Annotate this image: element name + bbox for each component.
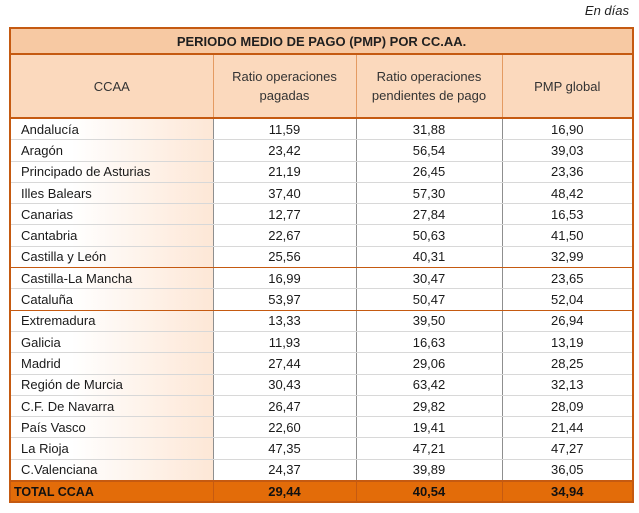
pmp-global-cell: 39,03 bbox=[502, 139, 635, 162]
column-header-ratio-pagadas: Ratio operaciones pagadas bbox=[212, 53, 357, 119]
ratio-pendientes-cell: 50,63 bbox=[356, 224, 503, 247]
region-name-cell: Cataluña bbox=[9, 288, 214, 311]
table-row: Andalucía 11,59 31,88 16,90 bbox=[9, 118, 635, 141]
region-name-cell: Principado de Asturias bbox=[9, 161, 214, 183]
ratio-pendientes-cell: 30,47 bbox=[356, 267, 503, 290]
total-label: TOTAL CCAA bbox=[9, 480, 214, 504]
ratio-pagadas-cell: 16,99 bbox=[213, 267, 357, 290]
table-row: Extremadura 13,33 39,50 26,94 bbox=[9, 310, 635, 332]
ratio-pendientes-cell: 29,06 bbox=[356, 352, 503, 375]
pmp-global-cell: 16,90 bbox=[502, 118, 635, 141]
ratio-pendientes-cell: 16,63 bbox=[356, 331, 503, 354]
ratio-pendientes-cell: 29,82 bbox=[356, 395, 503, 418]
table-title: PERIODO MEDIO DE PAGO (PMP) POR CC.AA. bbox=[8, 27, 635, 55]
region-name-cell: Extremadura bbox=[9, 310, 214, 332]
pmp-table-container: PERIODO MEDIO DE PAGO (PMP) POR CC.AA. C… bbox=[8, 27, 635, 504]
table-row: Madrid 27,44 29,06 28,25 bbox=[9, 352, 635, 375]
ratio-pagadas-cell: 22,60 bbox=[213, 416, 357, 439]
table-row: País Vasco 22,60 19,41 21,44 bbox=[9, 416, 635, 439]
region-name-cell: Illes Balears bbox=[9, 182, 214, 205]
ratio-pagadas-cell: 27,44 bbox=[213, 352, 357, 375]
unit-note: En días bbox=[584, 3, 629, 18]
pmp-global-cell: 48,42 bbox=[502, 182, 635, 205]
region-name-cell: País Vasco bbox=[9, 416, 214, 439]
region-name-cell: Región de Murcia bbox=[9, 374, 214, 396]
region-name-cell: C.Valenciana bbox=[9, 459, 214, 482]
region-name-cell: Madrid bbox=[9, 352, 214, 375]
ratio-pendientes-cell: 39,50 bbox=[356, 310, 503, 332]
ratio-pendientes-cell: 31,88 bbox=[356, 118, 503, 141]
pmp-global-cell: 23,65 bbox=[502, 267, 635, 290]
ratio-pendientes-cell: 50,47 bbox=[356, 288, 503, 311]
region-name-cell: Aragón bbox=[9, 139, 214, 162]
ratio-pagadas-cell: 47,35 bbox=[213, 437, 357, 460]
table-row: Región de Murcia 30,43 63,42 32,13 bbox=[9, 374, 635, 396]
ratio-pendientes-cell: 39,89 bbox=[356, 459, 503, 482]
region-name-cell: Cantabria bbox=[9, 224, 214, 247]
ratio-pendientes-cell: 63,42 bbox=[356, 374, 503, 396]
ratio-pendientes-cell: 19,41 bbox=[356, 416, 503, 439]
ratio-pagadas-cell: 21,19 bbox=[213, 161, 357, 183]
table-row: Canarias 12,77 27,84 16,53 bbox=[9, 203, 635, 226]
region-name-cell: Galicia bbox=[9, 331, 214, 354]
ratio-pendientes-cell: 40,31 bbox=[356, 246, 503, 269]
pmp-global-cell: 26,94 bbox=[502, 310, 635, 332]
ratio-pagadas-cell: 53,97 bbox=[213, 288, 357, 311]
table-row: Illes Balears 37,40 57,30 48,42 bbox=[9, 182, 635, 205]
table-body: Andalucía 11,59 31,88 16,90 Aragón 23,42 56,54… bbox=[9, 118, 635, 482]
region-name-cell: Castilla y León bbox=[9, 246, 214, 269]
table-row: Castilla-La Mancha 16,99 30,47 23,65 bbox=[9, 267, 635, 290]
table-row: Cataluña 53,97 50,47 52,04 bbox=[9, 288, 635, 311]
pmp-global-cell: 28,09 bbox=[502, 395, 635, 418]
region-name-cell: La Rioja bbox=[9, 437, 214, 460]
ratio-pagadas-cell: 26,47 bbox=[213, 395, 357, 418]
ratio-pendientes-cell: 47,21 bbox=[356, 437, 503, 460]
pmp-global-cell: 21,44 bbox=[502, 416, 635, 439]
table-row: Principado de Asturias 21,19 26,45 23,36 bbox=[9, 161, 635, 183]
ratio-pagadas-cell: 11,59 bbox=[213, 118, 357, 141]
ratio-pagadas-cell: 12,77 bbox=[213, 203, 357, 226]
pmp-global-cell: 41,50 bbox=[502, 224, 635, 247]
total-ratio-pagadas: 29,44 bbox=[213, 480, 357, 504]
pmp-table: PERIODO MEDIO DE PAGO (PMP) POR CC.AA. C… bbox=[8, 27, 635, 504]
table-row: Aragón 23,42 56,54 39,03 bbox=[9, 139, 635, 162]
total-row: TOTAL CCAA 29,44 40,54 34,94 bbox=[9, 480, 635, 504]
ratio-pagadas-cell: 13,33 bbox=[213, 310, 357, 332]
pmp-global-cell: 52,04 bbox=[502, 288, 635, 311]
table-row: Cantabria 22,67 50,63 41,50 bbox=[9, 224, 635, 247]
table-row: Castilla y León 25,56 40,31 32,99 bbox=[9, 246, 635, 269]
pmp-global-cell: 23,36 bbox=[502, 161, 635, 183]
pmp-global-cell: 16,53 bbox=[502, 203, 635, 226]
ratio-pagadas-cell: 24,37 bbox=[213, 459, 357, 482]
table-row: C.F. De Navarra 26,47 29,82 28,09 bbox=[9, 395, 635, 418]
ratio-pagadas-cell: 22,67 bbox=[213, 224, 357, 247]
total-ratio-pendientes: 40,54 bbox=[356, 480, 503, 504]
pmp-global-cell: 28,25 bbox=[502, 352, 635, 375]
pmp-global-cell: 32,99 bbox=[502, 246, 635, 269]
ratio-pendientes-cell: 56,54 bbox=[356, 139, 503, 162]
table-row: La Rioja 47,35 47,21 47,27 bbox=[9, 437, 635, 460]
ratio-pendientes-cell: 57,30 bbox=[356, 182, 503, 205]
pmp-global-cell: 36,05 bbox=[502, 459, 635, 482]
ratio-pagadas-cell: 23,42 bbox=[213, 139, 357, 162]
table-row: C.Valenciana 24,37 39,89 36,05 bbox=[9, 459, 635, 482]
ratio-pendientes-cell: 27,84 bbox=[356, 203, 503, 226]
region-name-cell: Canarias bbox=[9, 203, 214, 226]
ratio-pagadas-cell: 30,43 bbox=[213, 374, 357, 396]
region-name-cell: Andalucía bbox=[9, 118, 214, 141]
ratio-pagadas-cell: 11,93 bbox=[213, 331, 357, 354]
table-row: Galicia 11,93 16,63 13,19 bbox=[9, 331, 635, 354]
ratio-pagadas-cell: 37,40 bbox=[213, 182, 357, 205]
region-name-cell: C.F. De Navarra bbox=[9, 395, 214, 418]
column-header-ccaa: CCAA bbox=[9, 53, 214, 119]
pmp-global-cell: 32,13 bbox=[502, 374, 635, 396]
pmp-global-cell: 47,27 bbox=[502, 437, 635, 460]
column-header-pmp-global: PMP global bbox=[501, 53, 635, 119]
ratio-pagadas-cell: 25,56 bbox=[213, 246, 357, 269]
region-name-cell: Castilla-La Mancha bbox=[9, 267, 214, 290]
ratio-pendientes-cell: 26,45 bbox=[356, 161, 503, 183]
pmp-global-cell: 13,19 bbox=[502, 331, 635, 354]
column-header-ratio-pendientes: Ratio operaciones pendientes de pago bbox=[355, 53, 503, 119]
total-pmp-global: 34,94 bbox=[502, 480, 635, 504]
